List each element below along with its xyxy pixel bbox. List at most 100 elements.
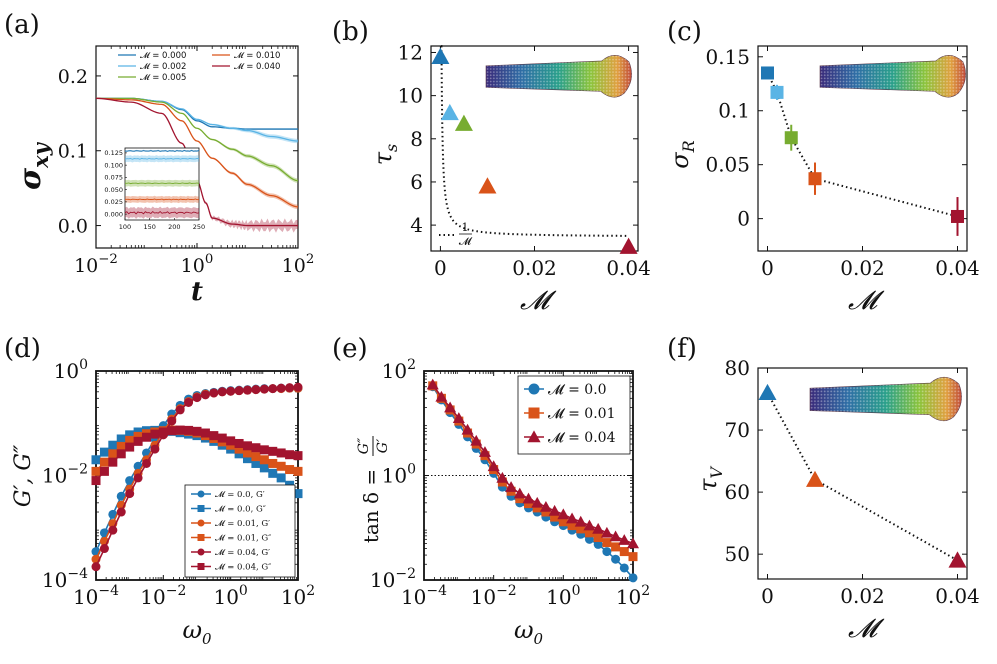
y-tick-label: 0.15 <box>705 45 750 69</box>
data-point <box>276 473 286 483</box>
data-point <box>618 534 631 545</box>
inset-y-tick-label: 0.000 <box>104 210 123 218</box>
panel-label-a: (a) <box>4 10 40 40</box>
x-tick-label: 0 <box>761 584 774 608</box>
x-axis-label: ω0 <box>182 616 212 648</box>
y-tick-label: 100 <box>382 462 416 488</box>
y-tick-label: 0 <box>737 207 750 231</box>
inset-y-tick-label: 0.050 <box>104 186 123 194</box>
data-point <box>532 503 542 513</box>
data-point <box>259 445 269 455</box>
panel-label-c: (c) <box>667 17 702 47</box>
data-point <box>478 177 497 194</box>
x-tick-label: 0 <box>761 256 774 280</box>
data-point <box>454 114 473 131</box>
fit-curve <box>440 45 629 237</box>
panel-c-sigma-r: 0 0.02 0.04 0 0.05 0.1 0.15 𝓜σR <box>666 45 980 316</box>
data-point <box>209 431 219 441</box>
legend-label: 𝓜 = 0.01 <box>548 406 615 422</box>
data-point <box>108 449 118 459</box>
legend-swatch-marker <box>527 430 541 443</box>
y-axis-label: σxy <box>13 141 53 190</box>
data-point <box>226 436 236 446</box>
x-tick-label: 10−4 <box>73 583 119 609</box>
legend-label: 𝓜 = 0.000 <box>140 51 186 61</box>
data-point <box>770 85 784 99</box>
x-tick-label: 100 <box>181 252 214 277</box>
inset-line <box>124 149 200 152</box>
inset-x-tick-label: 200 <box>168 223 180 231</box>
grain-inset <box>809 376 962 422</box>
data-point <box>522 492 535 504</box>
inset-frame <box>124 147 200 221</box>
legend-label: 𝓜 = 0.010 <box>234 51 280 61</box>
data-point <box>513 487 526 499</box>
x-axis-label: 𝓜 <box>520 286 557 316</box>
x-tick-label: 0.04 <box>606 256 651 280</box>
data-point <box>293 466 303 476</box>
data-point <box>108 525 118 535</box>
data-point <box>808 172 822 186</box>
data-point <box>592 522 605 534</box>
data-point <box>251 385 261 395</box>
data-point <box>461 423 474 435</box>
data-point <box>242 448 252 458</box>
data-point <box>951 209 964 223</box>
y-tick-label: 10−2 <box>42 462 88 488</box>
data-point <box>293 382 303 392</box>
inset-y-tick-label: 0.075 <box>104 174 123 182</box>
legend-label: 𝓜 = 0.040 <box>234 62 280 72</box>
data-point <box>268 384 278 394</box>
data-point <box>611 554 621 564</box>
x-axis-label: ω0 <box>514 616 544 648</box>
series-line <box>95 97 299 208</box>
data-point <box>242 385 252 395</box>
legend: 𝓜 = 0.0 𝓜 = 0.01 𝓜 = 0.04 <box>517 375 631 455</box>
y-tick-label: 6 <box>410 170 423 194</box>
x-tick-label: 102 <box>616 583 650 609</box>
y-tick-label: 8 <box>410 127 423 151</box>
series-band <box>96 98 298 210</box>
x-tick-label: 10−2 <box>74 252 118 277</box>
data-point <box>602 547 612 557</box>
x-tick-label: 100 <box>213 583 247 609</box>
data-point <box>558 517 568 527</box>
legend-swatch-marker <box>197 534 205 541</box>
data-point <box>133 473 143 483</box>
legend-label: 𝓜 = 0.04 <box>548 430 616 446</box>
data-point <box>125 435 135 445</box>
y-tick-label: 0.1 <box>718 99 750 123</box>
legend-label: 𝓜 = 0.01, G″ <box>215 533 271 543</box>
data-point <box>116 507 126 517</box>
data-point <box>478 446 491 457</box>
series-line <box>96 97 299 182</box>
data-point <box>99 447 109 457</box>
grain-particles <box>486 55 632 98</box>
x-tick-label: 0 <box>434 256 447 280</box>
data-point <box>200 390 210 400</box>
data-point <box>251 458 261 468</box>
inset-line <box>124 210 200 215</box>
data-point <box>99 544 109 554</box>
data-point <box>242 441 252 451</box>
data-point <box>600 526 613 538</box>
data-point <box>285 465 295 475</box>
data-point <box>293 451 303 461</box>
data-point <box>567 521 577 531</box>
panel-f-tau-v: 0 0.02 0.04 50 60 70 80 𝓜τV <box>694 356 980 644</box>
legend-label: 𝓜 = 0.0, G″ <box>215 504 266 514</box>
data-point <box>627 537 639 549</box>
data-point <box>628 552 638 562</box>
x-axis-label: 𝓜 <box>848 614 885 644</box>
legend-swatch-marker <box>197 519 205 527</box>
data-point <box>431 47 450 64</box>
y-axis-label-num: G″ <box>356 437 372 454</box>
data-point <box>234 438 244 448</box>
data-point <box>452 412 465 423</box>
y-tick-label: 0.0 <box>58 216 88 238</box>
data-point <box>557 508 570 520</box>
data-point <box>217 433 227 443</box>
data-point <box>426 378 439 390</box>
